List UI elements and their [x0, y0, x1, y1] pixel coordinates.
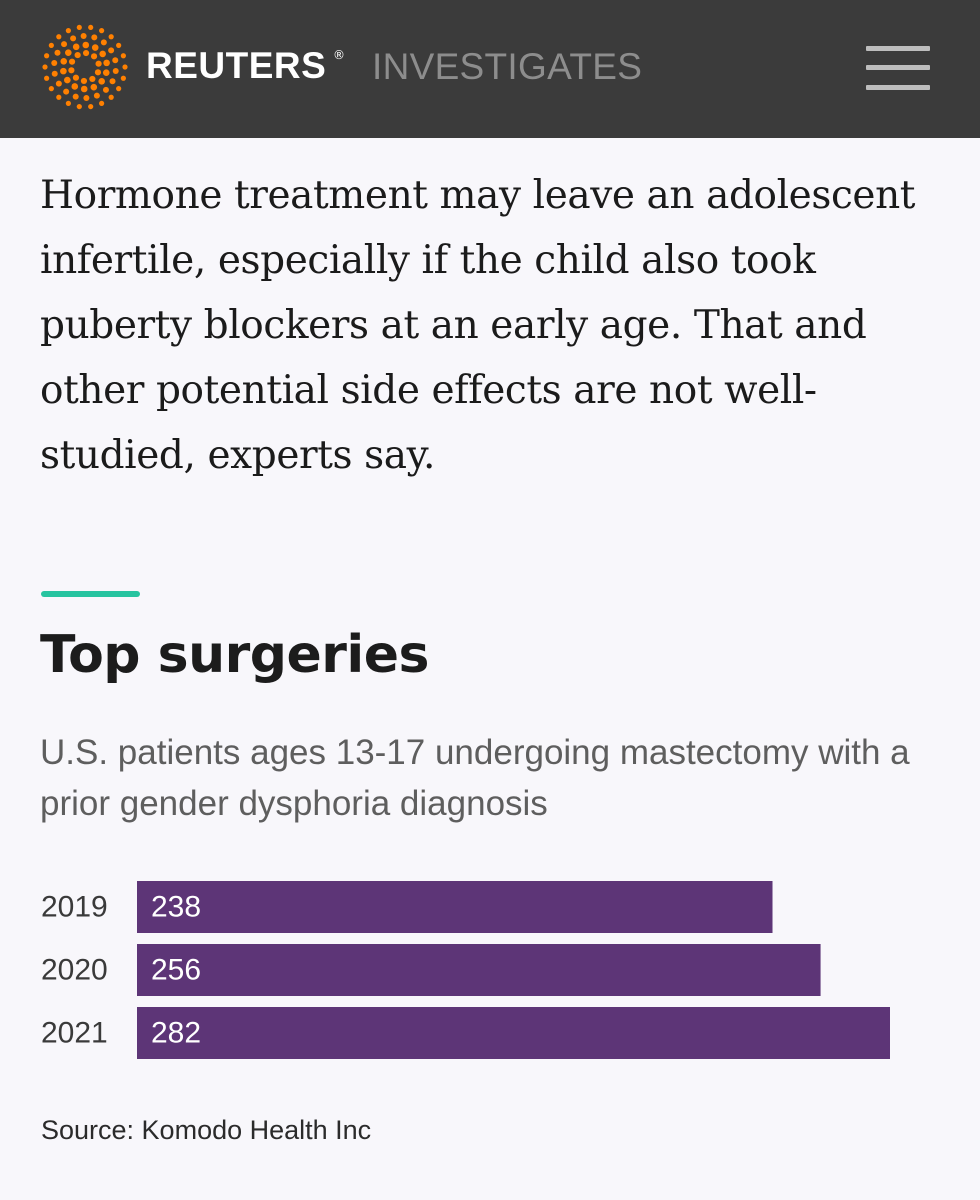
logo-dot [60, 67, 67, 75]
registered-mark: ® [333, 48, 345, 62]
logo-dot [88, 103, 94, 110]
logo-dot [71, 83, 79, 90]
logo-dot [98, 78, 105, 85]
bar-2021 [137, 1007, 890, 1059]
logo-dot [56, 34, 62, 40]
logo-dot [72, 93, 79, 100]
category-label: 2020 [41, 954, 108, 987]
logo-dot [108, 94, 114, 100]
accent-rule [41, 591, 140, 597]
logo-dot [91, 34, 98, 41]
logo-dot [56, 94, 62, 100]
logo-dot [102, 69, 110, 76]
logo-dot [99, 50, 106, 58]
logo-dot [61, 41, 68, 48]
logo-dot [116, 42, 122, 48]
chart-subtitle: U.S. patients ages 13-17 undergoing mast… [40, 733, 910, 823]
bar-2019 [137, 881, 773, 933]
logo-dot [60, 58, 68, 65]
logo-dot [80, 33, 87, 40]
logo-dot [51, 70, 58, 77]
site-header: REUTERS ® INVESTIGATES [0, 0, 980, 138]
bar-2020 [137, 944, 821, 996]
logo-dot [65, 28, 71, 34]
logo-dot [72, 74, 80, 81]
logo-dot [100, 39, 107, 46]
logo-dot [74, 51, 81, 59]
logo-dot [55, 80, 62, 87]
category-label: 2019 [41, 891, 108, 924]
logo-dot [80, 77, 88, 85]
logo-dot [82, 49, 90, 57]
logo-dot [76, 103, 82, 110]
logo-dot [108, 34, 114, 40]
chart-title: Top surgeries [40, 625, 429, 685]
logo-dot [89, 75, 96, 83]
logo-dot [44, 53, 50, 59]
logo-dot [120, 53, 126, 59]
logo-dot [44, 75, 50, 81]
logo-dot [88, 24, 94, 31]
logo-dot [48, 86, 54, 92]
logo-dot [99, 100, 105, 106]
logo-dot [82, 41, 90, 49]
logo-dot [68, 67, 75, 74]
logo-dot [83, 94, 90, 101]
logo-dot [122, 64, 128, 70]
logo-dot [64, 76, 71, 84]
brand-name[interactable]: REUTERS [146, 45, 327, 86]
logo-dot [68, 58, 76, 65]
logo-dot [94, 69, 102, 76]
article-paragraph: Hormone treatment may leave an adolescen… [40, 173, 916, 478]
hamburger-menu-icon[interactable] [862, 40, 936, 96]
bar-value-label: 256 [151, 954, 201, 987]
logo-dot [72, 43, 80, 51]
logo-dot [109, 78, 116, 85]
logo-dot [65, 49, 72, 56]
bar-value-label: 282 [151, 1017, 201, 1050]
logo-dot [91, 44, 99, 51]
logo-dot [63, 88, 70, 95]
logo-dot [42, 64, 48, 70]
bar-chart-svg: 2019 238 2020 256 2021 282 [41, 881, 890, 1059]
logo-dot [93, 92, 100, 99]
logo-dot [103, 59, 110, 67]
logo-dot [51, 59, 58, 66]
logo-dot [116, 86, 122, 92]
logo-dot [76, 24, 82, 31]
logo-dot [54, 49, 61, 56]
section-name[interactable]: INVESTIGATES [372, 46, 643, 87]
logo-dot [95, 60, 102, 67]
bar-chart: 2019 238 2020 256 2021 282 [40, 880, 940, 1062]
logo-dot [99, 28, 105, 34]
logo-dot [65, 100, 71, 106]
logo-dot [90, 83, 98, 91]
logo-dot [120, 75, 126, 81]
bar-value-label: 238 [151, 891, 201, 924]
chart-source: Source: Komodo Health Inc [41, 1115, 372, 1145]
logo-dot [90, 53, 98, 60]
logo-dot [112, 68, 119, 75]
logo-dot [108, 47, 115, 54]
logo-dot [48, 42, 54, 48]
logo-dot [102, 86, 109, 93]
logo-dot [70, 35, 77, 42]
logo-dot [112, 57, 119, 64]
reuters-logo-icon[interactable] [40, 22, 130, 112]
logo-dot [80, 85, 88, 93]
category-label: 2021 [41, 1017, 108, 1050]
